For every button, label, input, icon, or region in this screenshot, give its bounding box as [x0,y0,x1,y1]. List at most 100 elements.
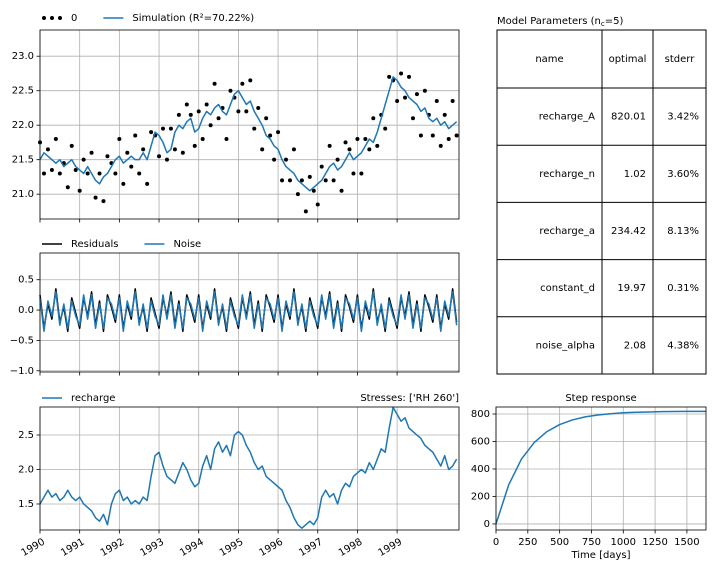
plot-area [495,410,706,525]
observation-point [442,112,447,117]
observation-point [454,133,459,138]
y-tick-label: 600 [471,436,490,447]
observation-point [272,157,277,162]
series-line [39,406,458,529]
observation-point [284,157,289,162]
annotation: Stresses: ['RH 260'] [360,393,459,404]
table-cell: 3.42% [667,112,699,123]
observation-point [446,136,451,141]
observation-point [85,171,90,176]
table-cell: recharge_a [539,226,595,237]
observation-point [121,181,126,186]
y-tick-label: 22.0 [12,120,34,131]
observation-point [65,185,70,190]
y-tick-label: 2.5 [18,430,34,441]
observation-point [410,116,415,121]
observation-point [351,171,356,176]
observation-point [311,188,316,193]
y-tick-label: 200 [471,491,490,502]
legend-marker [50,16,54,20]
observation-point [41,171,46,176]
table-cell: 19.97 [617,283,646,294]
y-tick-label: 1.5 [18,499,34,510]
x-tick-label: 1500 [674,537,699,548]
x-tick-label: 250 [518,537,537,548]
x-tick-label: 1993 [138,537,166,559]
y-tick-label: 0 [484,519,490,530]
x-tick-label: 0 [493,537,499,548]
observation-point [77,188,82,193]
chart-title: Step response [565,393,636,404]
table-header: optimal [609,54,647,65]
y-tick-label: 800 [471,409,490,420]
observation-point [73,168,78,173]
observation-point [212,81,217,86]
observation-point [161,126,166,131]
axes-frame [39,29,460,220]
table-cell: 0.31% [667,283,699,294]
title-part: Model Parameters (n [497,16,601,27]
legend-label: 0 [71,13,77,24]
observation-point [117,136,122,141]
observation-point [399,71,404,76]
observation-point [327,143,332,148]
observation-point [164,157,169,162]
observation-point [137,171,142,176]
observation-point [97,171,102,176]
plot-area [38,71,459,214]
observation-point [252,126,257,131]
table-cell: 4.38% [667,340,699,351]
observation-point [192,143,197,148]
axes-frame [495,406,707,531]
observation-point [430,133,435,138]
observation-point [69,143,74,148]
observation-point [395,99,400,104]
legend-marker [42,16,46,20]
table-cell: noise_alpha [536,340,595,351]
observation-point [200,136,205,141]
table-cell: recharge_n [539,169,595,180]
observation-point [204,102,209,107]
observation-point [224,136,229,141]
observation-point [53,136,58,141]
observation-point [438,143,443,148]
observation-point [129,164,134,169]
observation-point [145,181,150,186]
table-cell: 3.60% [667,169,699,180]
y-tick-label: 0.5 [18,275,34,286]
observation-point [367,147,372,152]
observation-point [359,171,364,176]
observation-point [295,192,300,197]
y-tick-label: 2.0 [18,465,34,476]
table-cell: 234.42 [611,226,646,237]
series-line [39,76,458,192]
plot-area [39,406,458,529]
observation-point [236,109,241,114]
title-sub: c [601,20,605,28]
observation-point [93,195,98,200]
observation-point [105,154,110,159]
observation-point [383,126,388,131]
legend-label: Simulation (R²=70.22%) [132,13,254,24]
observation-point [141,147,146,152]
observation-point [89,150,94,155]
observation-point [315,202,320,207]
observation-point [363,136,368,141]
observation-point [268,133,273,138]
observation-point [422,88,427,93]
observation-point [387,74,392,79]
observation-point [216,116,221,121]
observation-point [157,154,162,159]
axes-frame [39,252,460,373]
observation-point [180,150,185,155]
x-tick-label: 1994 [178,537,206,559]
y-tick-label: 22.5 [12,86,34,97]
observation-point [339,188,344,193]
observation-point [347,147,352,152]
observation-point [407,74,412,79]
table-title: Model Parameters (nc=5) [497,16,623,28]
observation-point [101,199,106,204]
observation-point [418,133,423,138]
observation-point [45,147,50,152]
